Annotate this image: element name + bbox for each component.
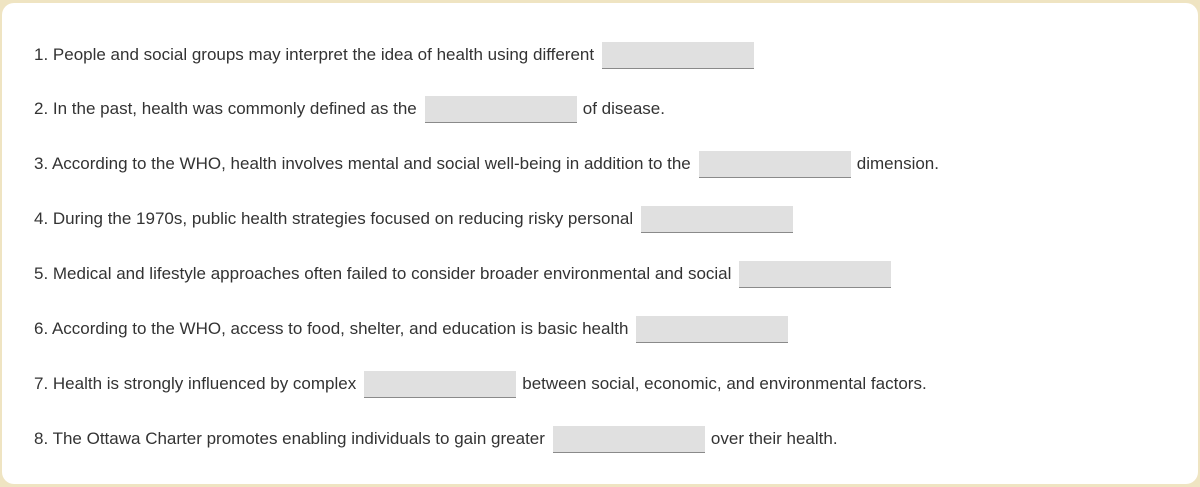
- worksheet-card: 1. People and social groups may interpre…: [2, 3, 1198, 484]
- question-4-blank[interactable]: [641, 205, 794, 233]
- question-7-suffix: between social, economic, and environmen…: [522, 374, 927, 393]
- question-2-text: 2. In the past, health was commonly defi…: [34, 99, 417, 118]
- question-3-suffix: dimension.: [856, 154, 939, 173]
- question-7-text: 7. Health is strongly influenced by comp…: [34, 374, 357, 393]
- question-8: 8. The Ottawa Charter promotes enabling …: [34, 425, 838, 453]
- question-5-blank[interactable]: [739, 260, 892, 288]
- question-7-blank[interactable]: [364, 370, 517, 398]
- question-5-text: 5. Medical and lifestyle approaches ofte…: [34, 264, 732, 283]
- question-6: 6. According to the WHO, access to food,…: [34, 315, 794, 343]
- question-3-text: 3. According to the WHO, health involves…: [34, 154, 691, 173]
- question-6-blank[interactable]: [636, 315, 789, 343]
- question-3-blank[interactable]: [698, 150, 851, 178]
- question-6-text: 6. According to the WHO, access to food,…: [34, 319, 629, 338]
- question-8-suffix: over their health.: [710, 429, 838, 448]
- question-1-text: 1. People and social groups may interpre…: [34, 45, 595, 64]
- question-7: 7. Health is strongly influenced by comp…: [34, 370, 927, 398]
- question-2-blank[interactable]: [424, 95, 577, 123]
- question-5: 5. Medical and lifestyle approaches ofte…: [34, 260, 897, 288]
- question-2: 2. In the past, health was commonly defi…: [34, 95, 665, 123]
- question-8-text: 8. The Ottawa Charter promotes enabling …: [34, 429, 545, 448]
- question-4: 4. During the 1970s, public health strat…: [34, 205, 799, 233]
- question-2-suffix: of disease.: [582, 99, 665, 118]
- question-1-blank[interactable]: [602, 41, 755, 69]
- question-1: 1. People and social groups may interpre…: [34, 41, 760, 69]
- question-8-blank[interactable]: [552, 425, 705, 453]
- question-3: 3. According to the WHO, health involves…: [34, 150, 939, 178]
- question-4-text: 4. During the 1970s, public health strat…: [34, 209, 634, 228]
